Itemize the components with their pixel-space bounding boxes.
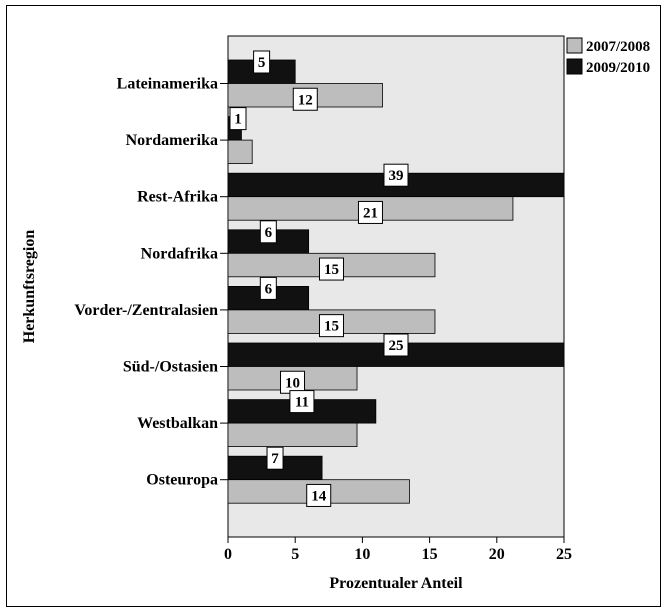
- data-label-2009-2010-box: [289, 390, 315, 414]
- legend-swatch: [566, 58, 583, 75]
- data-label-2009-2010-box: [266, 446, 284, 470]
- y-tick-label: Osteuropa: [146, 472, 218, 489]
- x-tick-label: 0: [224, 546, 232, 563]
- data-label-2009-2010-box: [259, 220, 277, 244]
- y-tick-label: Vorder-/Zentralasien: [74, 302, 218, 319]
- x-tick-label: 15: [422, 546, 438, 563]
- data-label-2009-2010: 6: [265, 225, 273, 241]
- x-axis-title: Prozentualer Anteil: [329, 575, 463, 592]
- x-tick-label: 5: [291, 546, 299, 563]
- y-tick-label: Nordamerika: [126, 132, 218, 149]
- y-tick-label: Lateinamerika: [117, 76, 218, 93]
- data-label-2009-2010-box: [229, 107, 247, 131]
- data-label-2009-2010-box: [259, 276, 277, 300]
- data-label-2007-2008-box: [357, 200, 383, 224]
- data-label-2007-2008-box: [318, 314, 344, 338]
- data-label-2009-2010: 39: [389, 168, 404, 184]
- y-tick-label: Westbalkan: [137, 415, 218, 432]
- data-label-2009-2010: 7: [271, 451, 279, 467]
- data-label-2009-2010: 5: [258, 55, 266, 71]
- bar-2007-2008: [227, 422, 358, 448]
- y-axis-title: Herkunftsregion: [21, 230, 38, 344]
- bar-2007-2008: [227, 139, 253, 165]
- data-label-2007-2008: 15: [324, 319, 339, 335]
- x-tick-label: 25: [556, 546, 572, 563]
- data-label-2009-2010-box: [383, 163, 409, 187]
- data-label-2007-2008: 10: [285, 375, 300, 391]
- y-tick-label: Rest-Afrika: [137, 189, 218, 206]
- data-label-2009-2010: 6: [265, 281, 273, 297]
- data-label-2007-2008: 14: [311, 488, 327, 504]
- data-label-2007-2008-box: [292, 87, 318, 111]
- data-label-2007-2008-box: [306, 483, 332, 507]
- legend-swatch: [566, 37, 583, 54]
- x-tick-label: 20: [489, 546, 505, 563]
- data-label-2007-2008: 12: [298, 92, 313, 108]
- data-label-2009-2010: 1: [234, 112, 242, 128]
- data-label-2009-2010-box: [383, 333, 409, 357]
- data-label-2007-2008-box: [318, 257, 344, 281]
- data-label-2007-2008: 21: [363, 205, 378, 221]
- legend-label: 2009/2010: [586, 60, 650, 76]
- data-label-2007-2008: 15: [324, 262, 339, 278]
- y-tick-label: Nordafrika: [141, 245, 218, 262]
- data-label-2009-2010: 25: [389, 338, 404, 354]
- x-tick-label: 10: [354, 546, 370, 563]
- data-label-2009-2010: 11: [295, 395, 309, 411]
- legend-label: 2007/2008: [586, 39, 650, 55]
- data-label-2009-2010-box: [253, 50, 271, 74]
- y-tick-label: Süd-/Ostasien: [123, 359, 218, 376]
